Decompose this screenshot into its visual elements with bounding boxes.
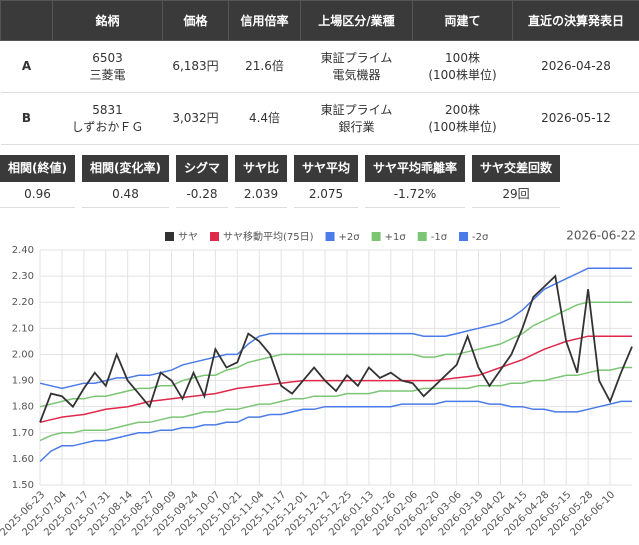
- cell-line: 2026-05-12: [541, 111, 611, 125]
- stat-value: -1.72%: [365, 182, 466, 208]
- cell-line: 4.4倍: [248, 111, 281, 125]
- cell-line: 200株: [445, 102, 480, 117]
- stat-box: 相関(変化率) 0.48: [81, 155, 169, 208]
- cell-line: 6,183円: [172, 59, 219, 73]
- stat-box: サヤ比 2.039: [234, 155, 287, 208]
- legend-swatch: [325, 232, 335, 241]
- stat-header: シグマ: [175, 155, 228, 182]
- cell-line: 3,032円: [172, 111, 219, 125]
- legend-label: サヤ移動平均(75日): [223, 230, 314, 243]
- legend-swatch: [459, 232, 469, 241]
- y-tick-label: 1.60: [12, 454, 34, 465]
- legend-swatch: [417, 232, 427, 241]
- table-cell: 3,032円: [162, 92, 229, 145]
- y-tick-label: 2.30: [12, 271, 34, 282]
- cell-line: 6503: [92, 50, 123, 65]
- cell-line: 銀行業: [338, 119, 375, 134]
- legend-label: -2σ: [472, 232, 489, 243]
- series-line: [39, 400, 632, 463]
- stat-box: 相関(終値) 0.96: [0, 155, 75, 208]
- cell-line: 東証プライム: [320, 102, 393, 117]
- stat-box: サヤ交差回数 29回: [472, 155, 561, 208]
- cell-line: 東証プライム: [320, 50, 393, 65]
- table-cell: 東証プライム 銀行業: [300, 92, 413, 145]
- cell-line: 三菱電: [89, 67, 126, 82]
- stat-header: サヤ平均乖離率: [365, 155, 466, 182]
- stat-value: 2.039: [234, 182, 287, 208]
- cell-line: 2026-04-28: [541, 59, 611, 73]
- stat-value: -0.28: [175, 182, 228, 208]
- row-label: A: [0, 40, 53, 93]
- stat-value: 0.96: [0, 182, 75, 208]
- cell-line: 100株: [445, 50, 480, 65]
- legend-swatch: [165, 232, 174, 241]
- stat-box: サヤ平均乖離率 -1.72%: [365, 155, 466, 208]
- y-tick-label: 1.50: [12, 480, 34, 491]
- stat-header: サヤ交差回数: [472, 155, 561, 182]
- legend-swatch: [210, 232, 219, 241]
- y-tick-label: 2.00: [12, 349, 34, 360]
- stat-value: 0.48: [81, 182, 169, 208]
- header-cell: 銘柄: [52, 0, 163, 41]
- legend-label: +1σ: [385, 232, 407, 243]
- cell-line: 5831: [92, 102, 123, 117]
- legend-label: +2σ: [339, 232, 361, 243]
- table-cell: 4.4倍: [228, 92, 301, 145]
- cell-line: (100株単位): [428, 67, 497, 82]
- stat-header: 相関(終値): [0, 155, 75, 182]
- stat-header: 相関(変化率): [81, 155, 169, 182]
- y-tick-label: 1.90: [12, 376, 34, 387]
- y-tick-label: 1.80: [12, 402, 34, 413]
- cell-line: 21.6倍: [245, 59, 284, 73]
- header-cell: 価格: [162, 0, 229, 41]
- table-cell: 5831 しずおかＦＧ: [52, 92, 163, 145]
- legend-label: -1σ: [431, 232, 448, 243]
- series-line: [39, 335, 632, 424]
- header-cell: 上場区分/業種: [300, 0, 413, 41]
- table-cell: 2026-05-12: [512, 92, 639, 145]
- cell-line: 電気機器: [332, 67, 381, 82]
- stat-value: 29回: [472, 182, 561, 208]
- legend-label: サヤ: [178, 231, 198, 243]
- stat-value: 2.075: [294, 182, 359, 208]
- table-cell: 6,183円: [162, 40, 229, 93]
- stat-header: サヤ平均: [294, 155, 359, 182]
- table-cell: 21.6倍: [228, 40, 301, 93]
- pair-table: 銘柄 価格 信用倍率 上場区分/業種 両建て 直近の決算発表日 A 6503 三菱電 6,183…: [0, 0, 639, 145]
- legend-swatch: [371, 232, 381, 241]
- header-cell: 両建て: [412, 0, 513, 41]
- chart: 1.50 1.60 1.70 1.80 1.90 2.00 2.10 2.20 2.30 2.40…: [0, 229, 636, 539]
- stat-box: シグマ -0.28: [175, 155, 228, 208]
- stat-box: サヤ平均 2.075: [294, 155, 359, 208]
- series-line: [39, 274, 633, 423]
- series-line: [39, 366, 632, 442]
- table-cell: 6503 三菱電: [52, 40, 163, 93]
- row-label: B: [0, 92, 53, 145]
- stats-row: 相関(終値) 0.96 相関(変化率) 0.48 シグマ -0.28 サヤ比 2.039 サヤ平…: [0, 155, 567, 208]
- header-cell: [0, 0, 53, 41]
- y-tick-label: 2.40: [12, 245, 34, 256]
- header-cell: 直近の決算発表日: [512, 0, 639, 41]
- table-cell: 200株 (100株単位): [412, 92, 513, 145]
- date-label: 2026-06-22: [566, 229, 636, 243]
- y-tick-label: 1.70: [12, 428, 34, 439]
- table-cell: 100株 (100株単位): [412, 40, 513, 93]
- table-cell: 2026-04-28: [512, 40, 639, 93]
- cell-line: (100株単位): [428, 119, 497, 134]
- table-row: B 5831 しずおかＦＧ 3,032円 4.4倍 東証プライム 銀行業 200株 (100株単…: [0, 92, 639, 145]
- y-tick-label: 2.20: [12, 297, 34, 308]
- series-line: [39, 301, 632, 408]
- cell-line: しずおかＦＧ: [71, 119, 144, 134]
- y-tick-label: 2.10: [12, 323, 34, 334]
- header-cell: 信用倍率: [228, 0, 301, 41]
- table-row: A 6503 三菱電 6,183円 21.6倍 東証プライム 電気機器 100株 (100株単位…: [0, 40, 639, 93]
- table-cell: 東証プライム 電気機器: [300, 40, 413, 93]
- stat-header: サヤ比: [234, 155, 287, 182]
